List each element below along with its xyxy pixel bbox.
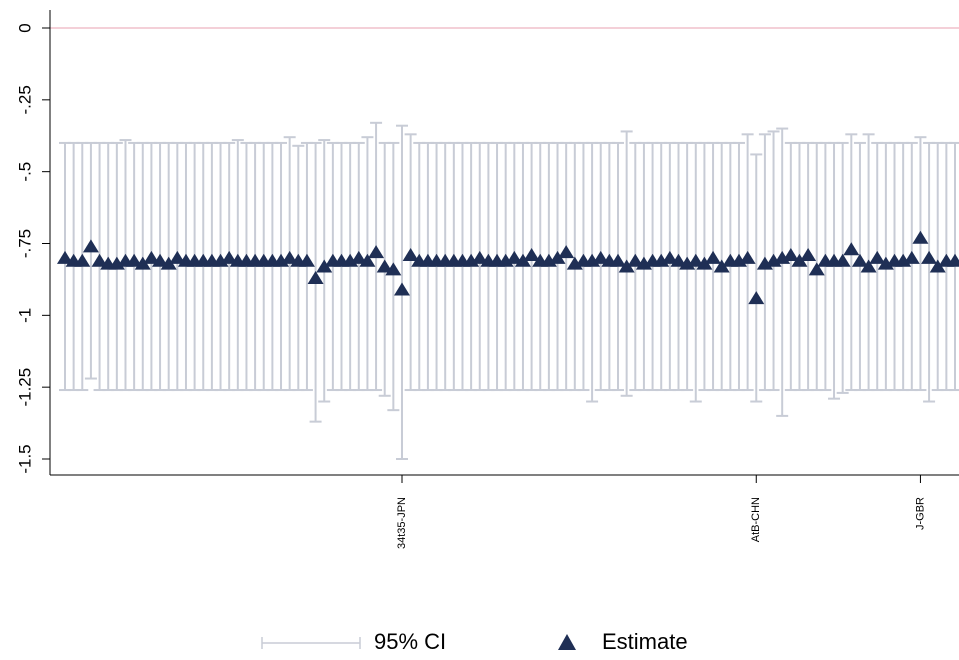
estimate-marker	[929, 259, 946, 273]
estimate-marker	[74, 253, 91, 267]
estimate-marker	[713, 259, 730, 273]
estimate-marker	[903, 250, 920, 264]
estimate-marker	[134, 256, 151, 270]
estimate-marker	[739, 250, 756, 264]
estimate-marker	[860, 259, 877, 273]
estimate-marker	[57, 250, 73, 264]
estimate-marker	[549, 250, 566, 264]
estimate-marker	[748, 291, 765, 305]
estimate-marker	[221, 250, 238, 264]
legend-label: Estimate	[602, 629, 688, 654]
estimate-marker	[687, 253, 704, 267]
y-tick-label: 0	[15, 23, 34, 32]
estimate-marker	[152, 253, 169, 267]
estimate-marker	[307, 270, 324, 284]
estimate-marker	[592, 250, 609, 264]
x-tick-label: AtB-CHN	[750, 497, 762, 542]
estimate-marker	[834, 253, 851, 267]
estimate-marker	[126, 253, 143, 267]
estimate-marker	[350, 250, 367, 264]
estimate-marker	[298, 253, 315, 267]
y-tick-label: -1.25	[15, 368, 34, 407]
estimate-marker	[471, 250, 488, 264]
estimate-marker	[359, 253, 376, 267]
estimate-marker	[385, 262, 402, 276]
estimate-marker	[921, 250, 938, 264]
estimate-marker	[791, 253, 808, 267]
y-tick-label: -.25	[15, 85, 34, 114]
estimate-marker	[160, 256, 177, 270]
estimate-marker	[705, 250, 722, 264]
estimate-marker	[143, 250, 160, 264]
estimate-marker	[912, 230, 929, 244]
estimate-marker	[82, 239, 99, 253]
estimate-marker	[368, 245, 385, 259]
x-tick-label: J-GBR	[914, 497, 926, 530]
estimate-marker	[558, 245, 575, 259]
x-tick-label: 34t35-JPN	[396, 497, 408, 549]
estimate-marker	[402, 247, 419, 261]
estimate-marker	[808, 262, 825, 276]
estimate-marker	[610, 253, 627, 267]
estimate-marker	[851, 253, 868, 267]
y-tick-label: -.75	[15, 229, 34, 258]
estimate-marker	[376, 259, 393, 273]
estimate-marker	[506, 250, 523, 264]
y-tick-label: -1	[15, 308, 34, 323]
estimate-marker	[91, 253, 108, 267]
estimate-marker	[800, 247, 817, 261]
estimate-marker	[782, 247, 799, 261]
estimate-marker	[281, 250, 298, 264]
estimate-marker	[393, 282, 410, 296]
estimate-marker	[869, 250, 886, 264]
estimate-marker	[696, 256, 713, 270]
estimate-marker	[661, 250, 678, 264]
legend-estimate-swatch	[558, 634, 576, 650]
estimate-marker	[514, 253, 531, 267]
legend-label: 95% CI	[374, 629, 446, 654]
estimate-marker	[169, 250, 186, 264]
estimate-marker	[618, 259, 635, 273]
y-tick-label: -.5	[15, 162, 34, 182]
estimate-marker	[523, 247, 540, 261]
estimate-marker	[670, 253, 687, 267]
y-tick-label: -1.5	[15, 444, 34, 473]
estimate-marker	[627, 253, 644, 267]
estimate-marker	[947, 253, 959, 267]
estimate-marker	[843, 242, 860, 256]
estimate-marker	[316, 259, 333, 273]
